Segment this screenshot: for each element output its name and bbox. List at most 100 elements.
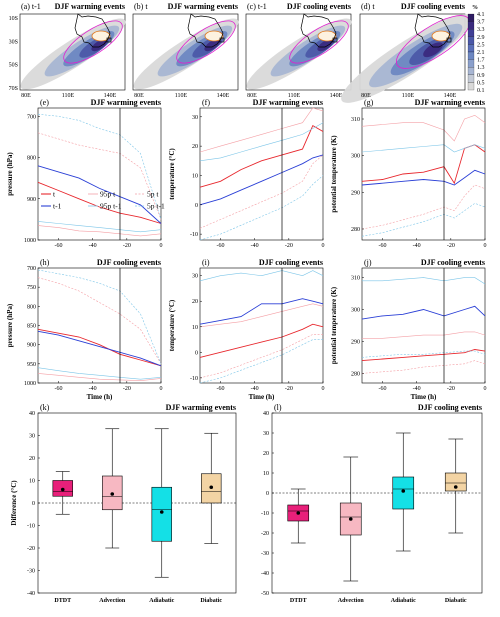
panel-title: DJF cooling events	[421, 258, 485, 267]
category-label: Adiabatic	[391, 598, 416, 604]
xtick-label: 0	[322, 386, 325, 392]
colorbar-tick: 2.5	[477, 42, 485, 48]
target-box	[332, 37, 338, 43]
line-panel: (i) DJF cooling events -10 0 10 20 30 -60 -40 -20…	[168, 258, 325, 401]
legend: t t-1 95p t 95p t-1 5p t 5p t-1	[41, 190, 165, 211]
ytick-label: -10	[27, 524, 35, 530]
series-line-t-1	[199, 298, 324, 325]
map-xtick: 110E	[288, 93, 301, 99]
ytick-label: 20	[192, 299, 198, 305]
plot-frame	[37, 267, 162, 384]
ytick-label: -10	[190, 232, 198, 238]
colorbar-segment	[467, 74, 475, 83]
series-line-t	[37, 181, 162, 224]
map-panel: (c) t-1 DJF cooling events 80E 110E 140E	[245, 2, 352, 99]
ytick-label: 700	[27, 266, 36, 272]
map-xtick: 140E	[444, 93, 457, 99]
ytick-label: 10	[192, 173, 198, 179]
panel-label: (l)	[274, 403, 282, 412]
plot-frame	[37, 107, 162, 241]
y-axis-label: temperature (°C)	[168, 299, 176, 351]
xtick-label: -20	[447, 243, 455, 249]
ytick-label: 0	[195, 203, 198, 209]
panel-label: (i)	[202, 258, 210, 267]
ytick-label: 1000	[24, 238, 36, 244]
y-axis-label: potential temperature (K)	[330, 286, 338, 364]
xtick-label: 0	[160, 243, 163, 249]
ytick-label: -40	[261, 571, 269, 577]
series-line-95p-t-1	[362, 277, 486, 285]
hotspot	[431, 30, 451, 42]
legend-entry: t	[53, 190, 56, 199]
map-panels: (a) t-1 DJF warming events10S30S50S70S80E…	[9, 2, 473, 103]
ytick-label: 280	[351, 371, 360, 377]
xtick-label: -60	[379, 386, 387, 392]
ytick-label: -40	[27, 591, 35, 597]
y-axis-label: pressure (hPa)	[6, 303, 14, 347]
target-box	[446, 37, 452, 43]
xtick-label: -40	[251, 386, 259, 392]
xtick-label: -40	[89, 386, 97, 392]
colorbar-tick: 2.9	[477, 35, 485, 41]
y-axis-label: Difference (°C)	[10, 480, 18, 526]
ytick-label: 280	[351, 227, 360, 233]
y-axis-label: pressure (hPa)	[6, 152, 14, 196]
map-xtick: 110E	[175, 93, 188, 99]
ytick-label: 900	[27, 343, 36, 349]
map-xtick: 110E	[402, 93, 415, 99]
ytick-label: 40	[263, 411, 269, 417]
panel-label: (k)	[40, 403, 50, 412]
x-axis-label: Time (h)	[411, 393, 437, 401]
colorbar-tick: 3.3	[477, 27, 485, 33]
line-panel: (e) DJF warming events 1000 900 800 700 -60 -40…	[6, 98, 163, 249]
ytick-label: 20	[29, 456, 35, 462]
series-line-95p-t-1	[37, 221, 162, 233]
ytick-label: -50	[261, 591, 269, 597]
category-label: Diabatic	[445, 598, 467, 604]
ytick-label: 20	[263, 451, 269, 457]
australia-coastline	[74, 13, 111, 48]
colorbar-segment	[467, 13, 475, 22]
panel-label: (g)	[364, 98, 374, 107]
xtick-label: -60	[217, 386, 225, 392]
category-label: Adiabatic	[149, 598, 174, 604]
colorbar-tick: 0.9	[477, 73, 485, 79]
box-mean	[348, 517, 353, 521]
series-line-t	[37, 328, 162, 367]
series-line-5p-t	[199, 154, 324, 229]
colorbar-segment	[467, 29, 475, 37]
line-panel: (j) DJF cooling events 280 290 300 310 -60 -40 -…	[330, 258, 487, 401]
ytick-label: 10	[29, 479, 35, 485]
panel-label: (e)	[40, 98, 49, 107]
map-ytick: 70S	[9, 86, 18, 92]
panel-title: DJF cooling events	[418, 403, 482, 412]
panel-title: DJF warming events	[415, 98, 485, 107]
colorbar-tick: 1.3	[477, 65, 485, 71]
panel-title: DJF cooling events	[287, 2, 351, 11]
legend-entry: 95p t-1	[100, 202, 122, 211]
series-line-5p-t-1	[199, 339, 323, 384]
ytick-label: 800	[27, 304, 36, 310]
box-adiabatic	[392, 476, 415, 510]
ytick-label: 900	[27, 197, 36, 203]
colorbar-tick: 4.1	[477, 12, 485, 18]
ytick-label: -10	[261, 511, 269, 517]
series-line-t-1	[361, 305, 486, 320]
map-panel: (b) t DJF warming events 80E 110E 140E	[132, 2, 239, 99]
ytick-label: -30	[261, 551, 269, 557]
line-panel: (f) DJF warming events -10 0 10 20 30 -60 -40 -20…	[168, 98, 325, 249]
series-line-5p-t	[199, 334, 323, 379]
line-panel: (g) DJF warming events 280 290 300 310 -60 -40 -…	[330, 98, 487, 249]
plot-frame	[361, 107, 486, 241]
ytick-label: -30	[27, 569, 35, 575]
colorbar-segment	[467, 67, 475, 75]
magenta-contour	[63, 20, 123, 64]
hotspot	[91, 30, 111, 42]
panel-title: DJF warming events	[166, 403, 236, 412]
plot-frame	[199, 107, 324, 241]
series-line-5p-t	[37, 132, 162, 220]
ytick-label: 850	[27, 324, 36, 330]
series-line-95p-t-1	[199, 122, 324, 162]
box-mean	[453, 485, 458, 489]
hotspot	[317, 30, 337, 42]
